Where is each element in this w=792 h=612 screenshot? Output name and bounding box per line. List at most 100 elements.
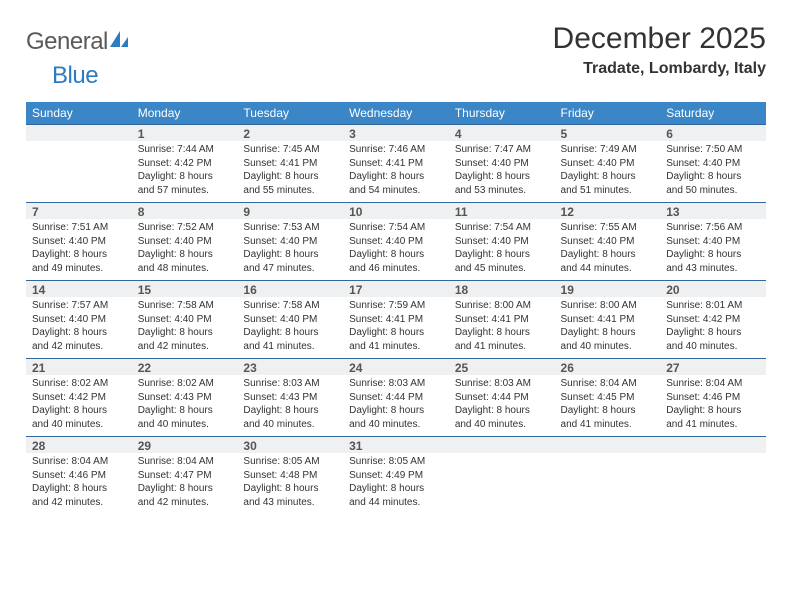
day-number-empty (449, 437, 555, 453)
day-number: 6 (660, 125, 766, 141)
calendar-cell: 22Sunrise: 8:02 AMSunset: 4:43 PMDayligh… (132, 359, 238, 437)
weekday-header: Friday (555, 102, 661, 125)
day-details: Sunrise: 8:04 AMSunset: 4:47 PMDaylight:… (132, 453, 238, 513)
day-details: Sunrise: 8:01 AMSunset: 4:42 PMDaylight:… (660, 297, 766, 357)
calendar-cell: 20Sunrise: 8:01 AMSunset: 4:42 PMDayligh… (660, 281, 766, 359)
calendar-row: 1Sunrise: 7:44 AMSunset: 4:42 PMDaylight… (26, 125, 766, 203)
weekday-header: Thursday (449, 102, 555, 125)
day-number: 17 (343, 281, 449, 297)
day-details: Sunrise: 8:03 AMSunset: 4:44 PMDaylight:… (343, 375, 449, 435)
calendar-cell: 24Sunrise: 8:03 AMSunset: 4:44 PMDayligh… (343, 359, 449, 437)
day-details: Sunrise: 7:51 AMSunset: 4:40 PMDaylight:… (26, 219, 132, 279)
calendar-row: 21Sunrise: 8:02 AMSunset: 4:42 PMDayligh… (26, 359, 766, 437)
day-number: 14 (26, 281, 132, 297)
calendar-cell: 4Sunrise: 7:47 AMSunset: 4:40 PMDaylight… (449, 125, 555, 203)
day-number: 22 (132, 359, 238, 375)
day-number: 1 (132, 125, 238, 141)
day-details: Sunrise: 7:47 AMSunset: 4:40 PMDaylight:… (449, 141, 555, 201)
day-details: Sunrise: 7:50 AMSunset: 4:40 PMDaylight:… (660, 141, 766, 201)
day-details: Sunrise: 8:03 AMSunset: 4:44 PMDaylight:… (449, 375, 555, 435)
calendar-cell: 2Sunrise: 7:45 AMSunset: 4:41 PMDaylight… (237, 125, 343, 203)
sail-icon (108, 29, 130, 51)
day-number: 30 (237, 437, 343, 453)
day-details: Sunrise: 7:58 AMSunset: 4:40 PMDaylight:… (132, 297, 238, 357)
calendar-cell: 8Sunrise: 7:52 AMSunset: 4:40 PMDaylight… (132, 203, 238, 281)
day-details: Sunrise: 7:56 AMSunset: 4:40 PMDaylight:… (660, 219, 766, 279)
calendar-cell: 11Sunrise: 7:54 AMSunset: 4:40 PMDayligh… (449, 203, 555, 281)
day-number-empty (26, 125, 132, 141)
calendar-cell: 6Sunrise: 7:50 AMSunset: 4:40 PMDaylight… (660, 125, 766, 203)
weekday-header: Sunday (26, 102, 132, 125)
calendar-cell (660, 437, 766, 515)
brand-blue: Blue (52, 62, 98, 89)
calendar-cell: 14Sunrise: 7:57 AMSunset: 4:40 PMDayligh… (26, 281, 132, 359)
title-block: December 2025 Tradate, Lombardy, Italy (553, 22, 766, 78)
day-number: 18 (449, 281, 555, 297)
month-title: December 2025 (553, 22, 766, 56)
calendar-cell: 21Sunrise: 8:02 AMSunset: 4:42 PMDayligh… (26, 359, 132, 437)
calendar-row: 7Sunrise: 7:51 AMSunset: 4:40 PMDaylight… (26, 203, 766, 281)
calendar-cell: 23Sunrise: 8:03 AMSunset: 4:43 PMDayligh… (237, 359, 343, 437)
day-number: 12 (555, 203, 661, 219)
day-details: Sunrise: 8:05 AMSunset: 4:48 PMDaylight:… (237, 453, 343, 513)
calendar-cell: 5Sunrise: 7:49 AMSunset: 4:40 PMDaylight… (555, 125, 661, 203)
day-number: 2 (237, 125, 343, 141)
day-number: 19 (555, 281, 661, 297)
day-number: 4 (449, 125, 555, 141)
calendar-cell: 17Sunrise: 7:59 AMSunset: 4:41 PMDayligh… (343, 281, 449, 359)
day-details: Sunrise: 7:58 AMSunset: 4:40 PMDaylight:… (237, 297, 343, 357)
calendar-body: 1Sunrise: 7:44 AMSunset: 4:42 PMDaylight… (26, 125, 766, 515)
brand-logo: General (26, 28, 132, 56)
location: Tradate, Lombardy, Italy (553, 60, 766, 78)
day-details: Sunrise: 7:49 AMSunset: 4:40 PMDaylight:… (555, 141, 661, 201)
weekday-header: Monday (132, 102, 238, 125)
calendar-row: 14Sunrise: 7:57 AMSunset: 4:40 PMDayligh… (26, 281, 766, 359)
day-details: Sunrise: 8:02 AMSunset: 4:43 PMDaylight:… (132, 375, 238, 435)
weekday-header: Saturday (660, 102, 766, 125)
day-number-empty (555, 437, 661, 453)
day-number: 27 (660, 359, 766, 375)
calendar-cell: 1Sunrise: 7:44 AMSunset: 4:42 PMDaylight… (132, 125, 238, 203)
day-number: 31 (343, 437, 449, 453)
calendar-head: SundayMondayTuesdayWednesdayThursdayFrid… (26, 102, 766, 125)
day-number: 3 (343, 125, 449, 141)
calendar-cell: 10Sunrise: 7:54 AMSunset: 4:40 PMDayligh… (343, 203, 449, 281)
calendar-cell: 27Sunrise: 8:04 AMSunset: 4:46 PMDayligh… (660, 359, 766, 437)
day-number: 25 (449, 359, 555, 375)
day-number: 26 (555, 359, 661, 375)
calendar-cell (555, 437, 661, 515)
day-details: Sunrise: 7:57 AMSunset: 4:40 PMDaylight:… (26, 297, 132, 357)
day-number: 8 (132, 203, 238, 219)
calendar-cell: 3Sunrise: 7:46 AMSunset: 4:41 PMDaylight… (343, 125, 449, 203)
day-number: 15 (132, 281, 238, 297)
day-number: 5 (555, 125, 661, 141)
day-number: 24 (343, 359, 449, 375)
day-number: 23 (237, 359, 343, 375)
brand-general: General (26, 28, 108, 55)
day-details: Sunrise: 7:44 AMSunset: 4:42 PMDaylight:… (132, 141, 238, 201)
calendar-cell: 26Sunrise: 8:04 AMSunset: 4:45 PMDayligh… (555, 359, 661, 437)
day-number: 7 (26, 203, 132, 219)
calendar-cell: 16Sunrise: 7:58 AMSunset: 4:40 PMDayligh… (237, 281, 343, 359)
day-number: 9 (237, 203, 343, 219)
day-number: 28 (26, 437, 132, 453)
calendar-cell: 12Sunrise: 7:55 AMSunset: 4:40 PMDayligh… (555, 203, 661, 281)
day-number: 29 (132, 437, 238, 453)
calendar-cell (449, 437, 555, 515)
day-details: Sunrise: 7:55 AMSunset: 4:40 PMDaylight:… (555, 219, 661, 279)
day-number: 20 (660, 281, 766, 297)
day-number: 13 (660, 203, 766, 219)
day-details: Sunrise: 8:04 AMSunset: 4:46 PMDaylight:… (660, 375, 766, 435)
day-number: 16 (237, 281, 343, 297)
day-number: 11 (449, 203, 555, 219)
day-details: Sunrise: 8:00 AMSunset: 4:41 PMDaylight:… (449, 297, 555, 357)
day-details: Sunrise: 7:59 AMSunset: 4:41 PMDaylight:… (343, 297, 449, 357)
day-number-empty (660, 437, 766, 453)
calendar-cell: 30Sunrise: 8:05 AMSunset: 4:48 PMDayligh… (237, 437, 343, 515)
day-details: Sunrise: 7:46 AMSunset: 4:41 PMDaylight:… (343, 141, 449, 201)
day-details: Sunrise: 8:02 AMSunset: 4:42 PMDaylight:… (26, 375, 132, 435)
day-details: Sunrise: 7:54 AMSunset: 4:40 PMDaylight:… (449, 219, 555, 279)
day-details: Sunrise: 7:45 AMSunset: 4:41 PMDaylight:… (237, 141, 343, 201)
day-details: Sunrise: 8:03 AMSunset: 4:43 PMDaylight:… (237, 375, 343, 435)
calendar-row: 28Sunrise: 8:04 AMSunset: 4:46 PMDayligh… (26, 437, 766, 515)
